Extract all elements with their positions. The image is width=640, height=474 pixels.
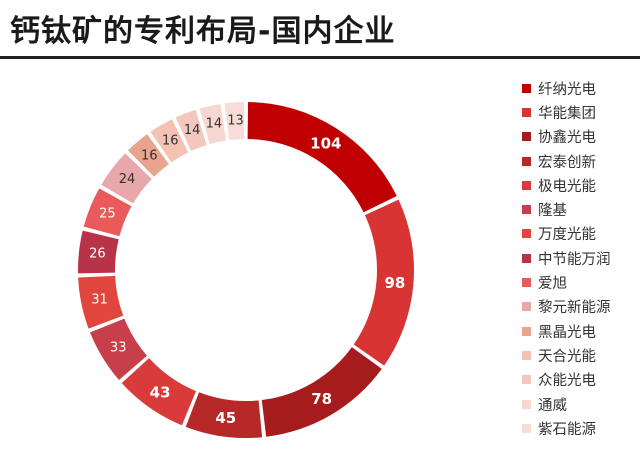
legend-label: 天合光能	[538, 348, 596, 365]
legend-swatch	[522, 375, 531, 385]
legend-label: 众能光电	[538, 373, 596, 390]
legend-item: 黑晶光电	[522, 319, 638, 343]
legend-swatch	[522, 253, 531, 263]
chart-title: 钙钛矿的专利布局-国内企业	[10, 14, 396, 49]
legend-label: 黎元新能源	[538, 300, 611, 317]
slice-label-12: 16	[162, 134, 179, 149]
slice-10	[101, 153, 152, 204]
slice-label-2: 98	[385, 274, 406, 292]
chart-legend: 纤纳光电华能集团协鑫光电宏泰创新极电光能隆基万度光能中节能万润爱旭黎元新能源黑晶…	[522, 76, 638, 440]
legend-item: 宏泰创新	[522, 149, 638, 173]
legend-label: 万度光能	[538, 227, 596, 244]
legend-swatch	[522, 302, 531, 312]
legend-item: 华能集团	[522, 100, 638, 124]
legend-label: 华能集团	[538, 105, 596, 122]
legend-swatch	[522, 423, 531, 433]
slice-6	[90, 318, 147, 380]
legend-swatch	[522, 107, 531, 117]
legend-item: 纤纳光电	[522, 76, 638, 100]
legend-label: 宏泰创新	[538, 154, 596, 171]
legend-item: 众能光电	[522, 368, 638, 392]
slice-label-7: 31	[91, 292, 108, 307]
legend-label: 爱旭	[538, 276, 567, 293]
legend-swatch	[522, 350, 531, 360]
slice-13	[175, 109, 207, 152]
legend-label: 隆基	[538, 203, 567, 220]
legend-label: 协鑫光电	[538, 130, 596, 147]
legend-label: 纤纳光电	[538, 81, 596, 98]
title-divider	[0, 56, 640, 59]
slice-label-11: 16	[141, 149, 158, 164]
slice-label-5: 43	[150, 383, 171, 401]
slice-8	[78, 230, 119, 274]
legend-item: 天合光能	[522, 343, 638, 367]
slice-label-9: 25	[99, 206, 116, 221]
legend-swatch	[522, 156, 531, 166]
legend-label: 紫石能源	[538, 421, 596, 438]
slice-label-8: 26	[89, 246, 106, 261]
slice-label-13: 14	[184, 123, 201, 138]
legend-label: 极电光能	[538, 178, 596, 195]
slice-label-6: 33	[110, 340, 127, 355]
legend-item: 通威	[522, 392, 638, 416]
legend-item: 极电光能	[522, 173, 638, 197]
slice-12	[150, 119, 189, 163]
slice-15	[224, 102, 245, 141]
legend-item: 爱旭	[522, 270, 638, 294]
slice-14	[199, 103, 227, 145]
slice-5	[121, 358, 197, 426]
legend-swatch	[522, 205, 531, 215]
legend-swatch	[522, 83, 531, 93]
slice-label-3: 78	[311, 390, 332, 408]
legend-item: 万度光能	[522, 222, 638, 246]
legend-item: 协鑫光电	[522, 125, 638, 149]
legend-swatch	[522, 229, 531, 239]
legend-swatch	[522, 399, 531, 409]
legend-label: 通威	[538, 397, 567, 414]
slice-3	[261, 347, 382, 437]
slice-label-1: 104	[310, 135, 341, 153]
slice-9	[83, 188, 132, 237]
legend-item: 黎元新能源	[522, 295, 638, 319]
legend-swatch	[522, 132, 531, 142]
slice-4	[185, 392, 263, 438]
slice-label-10: 24	[119, 172, 136, 187]
legend-label: 中节能万润	[538, 251, 611, 268]
legend-swatch	[522, 278, 531, 288]
legend-item: 隆基	[522, 197, 638, 221]
legend-item: 紫石能源	[522, 416, 638, 440]
slice-2	[353, 199, 414, 366]
slice-label-4: 45	[215, 409, 236, 427]
legend-swatch	[522, 180, 531, 190]
legend-swatch	[522, 326, 531, 336]
slice-11	[128, 134, 169, 177]
legend-label: 黑晶光电	[538, 324, 596, 341]
slice-1	[247, 102, 397, 213]
slice-label-15: 13	[227, 113, 244, 128]
slice-7	[78, 275, 124, 329]
legend-item: 中节能万润	[522, 246, 638, 270]
slice-label-14: 14	[206, 116, 223, 131]
